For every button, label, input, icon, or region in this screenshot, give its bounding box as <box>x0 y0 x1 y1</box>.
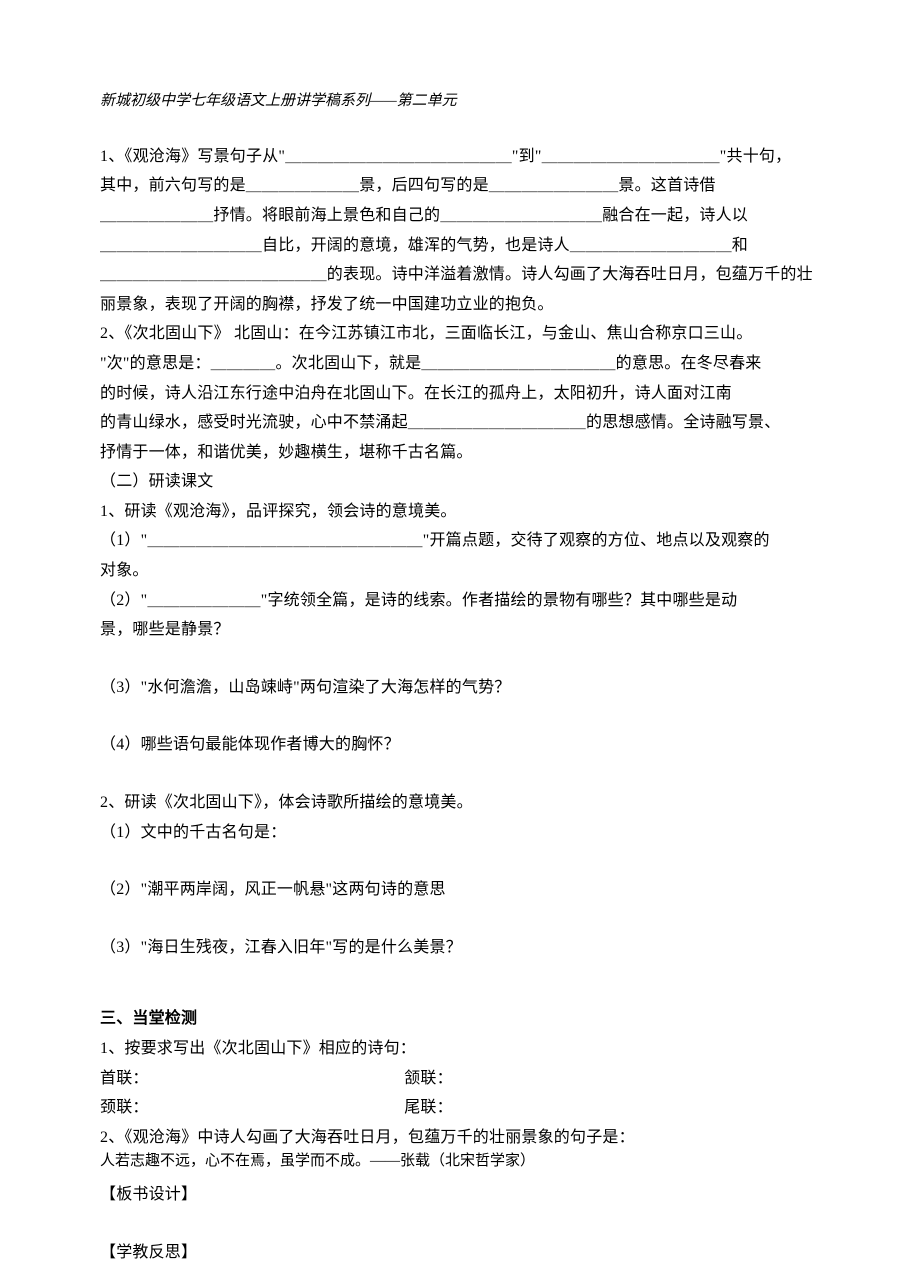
text-line: 的时候，诗人沿江东行途中泊舟在北固山下。在长江的孤舟上，太阳初升，诗人面对江南 <box>100 379 820 409</box>
text-line: 抒情于一体，和谐优美，妙趣横生，堪称千古名篇。 <box>100 438 820 468</box>
blank-line <box>100 1210 820 1238</box>
text-line: ＿＿＿＿＿＿＿抒情。将眼前海上景色和自己的＿＿＿＿＿＿＿＿＿＿融合在一起，诗人以 <box>100 201 820 231</box>
text-line: 1、《观沧海》写景句子从"＿＿＿＿＿＿＿＿＿＿＿＿＿＿"到"＿＿＿＿＿＿＿＿＿＿… <box>100 142 820 172</box>
text-line: 1、研读《观沧海》，品评探究，领会诗的意境美。 <box>100 497 820 527</box>
text-line: 丽景象，表现了开阔的胸襟，抒发了统一中国建功立业的抱负。 <box>100 290 820 320</box>
blank-line <box>100 905 820 933</box>
text-line: 颈联： 尾联： <box>100 1093 820 1123</box>
couplet-label: 颈联： <box>100 1093 400 1123</box>
text-line: （1）"＿＿＿＿＿＿＿＿＿＿＿＿＿＿＿＿＿"开篇点题，交待了观察的方位、地点以及… <box>100 526 820 556</box>
couplet-label: 首联： <box>100 1064 400 1094</box>
section-heading: 三、当堂检测 <box>100 1004 820 1034</box>
text-line: （4）哪些语句最能体现作者博大的胸怀？ <box>100 730 820 760</box>
couplet-label: 尾联： <box>404 1099 453 1116</box>
text-line: 首联： 颔联： <box>100 1064 820 1094</box>
text-line: （2）"＿＿＿＿＿＿＿"字统领全篇，是诗的线索。作者描绘的景物有哪些？其中哪些是… <box>100 586 820 616</box>
page-header: 新城初级中学七年级语文上册讲学稿系列——第二单元 <box>100 88 820 116</box>
text-line: 对象。 <box>100 556 820 586</box>
text-line: （3）"水何澹澹，山岛竦峙"两句渲染了大海怎样的气势？ <box>100 673 820 703</box>
blank-line <box>100 760 820 788</box>
text-line: 其中，前六句写的是＿＿＿＿＿＿＿景，后四句写的是＿＿＿＿＿＿＿＿景。这首诗借 <box>100 171 820 201</box>
page-footer: 人若志趣不远，心不在焉，虽学而不成。——张载（北宋哲学家） <box>100 1148 535 1176</box>
document-body: 1、《观沧海》写景句子从"＿＿＿＿＿＿＿＿＿＿＿＿＿＿"到"＿＿＿＿＿＿＿＿＿＿… <box>100 142 820 1268</box>
text-line: 2、研读《次北固山下》，体会诗歌所描绘的意境美。 <box>100 788 820 818</box>
text-line: （3）"海日生残夜，江春入旧年"写的是什么美景？ <box>100 933 820 963</box>
text-line: （2）"潮平两岸阔，风正一帆悬"这两句诗的意思 <box>100 875 820 905</box>
text-line: 【学教反思】 <box>100 1238 820 1268</box>
blank-line <box>100 847 820 875</box>
blank-line <box>100 702 820 730</box>
text-line: 1、按要求写出《次北固山下》相应的诗句： <box>100 1034 820 1064</box>
text-line: ＿＿＿＿＿＿＿＿＿＿＿＿＿＿的表现。诗中洋溢着激情。诗人勾画了大海吞吐日月，包蕴… <box>100 260 820 290</box>
text-line: 【板书设计】 <box>100 1180 820 1210</box>
text-line: ＿＿＿＿＿＿＿＿＿＿自比，开阔的意境，雄浑的气势，也是诗人＿＿＿＿＿＿＿＿＿＿和 <box>100 231 820 261</box>
blank-line <box>100 962 820 990</box>
text-line: 2、《次北固山下》 北固山：在今江苏镇江市北，三面临长江，与金山、焦山合称京口三… <box>100 319 820 349</box>
text-line: （1）文中的千古名句是： <box>100 818 820 848</box>
blank-line <box>100 645 820 673</box>
text-line: 的青山绿水，感受时光流驶，心中不禁涌起＿＿＿＿＿＿＿＿＿＿＿的思想感情。全诗融写… <box>100 408 820 438</box>
couplet-label: 颔联： <box>404 1070 453 1087</box>
text-line: "次"的意思是：＿＿＿＿。次北固山下，就是＿＿＿＿＿＿＿＿＿＿＿＿的意思。在冬尽… <box>100 349 820 379</box>
text-line: 景，哪些是静景？ <box>100 615 820 645</box>
text-line: （二）研读课文 <box>100 467 820 497</box>
